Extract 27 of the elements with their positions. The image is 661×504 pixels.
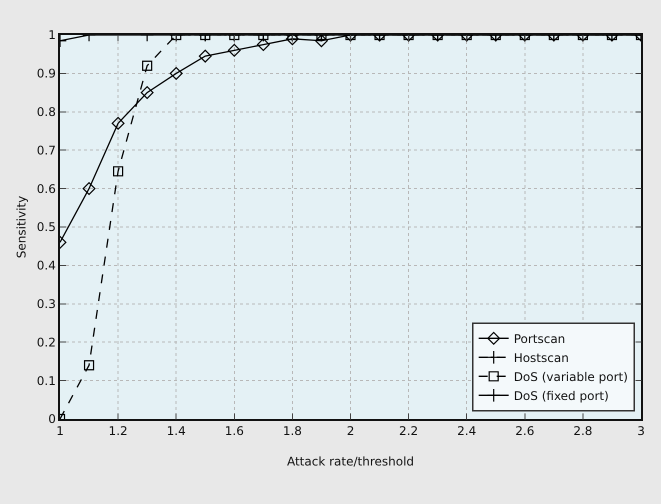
y-tick-label: 1 [48,28,56,42]
x-tick-label: 1.2 [108,424,128,438]
y-tick-label: 0.6 [36,182,56,196]
x-tick-label: 1.4 [166,424,186,438]
y-tick-label: 0.4 [36,258,56,273]
x-tick-label: 3 [637,424,645,438]
y-tick-label: 0.9 [36,66,56,81]
x-tick-label: 2.8 [573,424,592,438]
y-tick-label: 0 [48,412,56,426]
y-tick-label: 0.1 [36,374,56,388]
y-tick-label: 0.8 [36,105,56,119]
x-axis-title: Attack rate/threshold [286,454,414,468]
legend-label: DoS (fixed port) [514,389,609,403]
x-tick-label: 2.6 [515,424,534,438]
legend-label: Portscan [514,332,566,346]
y-tick-label: 0.5 [36,220,56,234]
legend-label: Hostscan [514,351,569,365]
y-tick-label: 0.7 [36,143,56,158]
x-tick-label: 2.2 [399,424,418,438]
legend-label: DoS (variable port) [514,370,628,384]
x-tick-label: 1.6 [224,424,244,438]
x-tick-label: 2 [346,424,354,438]
x-tick-label: 1.8 [282,424,302,438]
y-axis-title: Sensitivity [14,196,28,258]
x-tick-label: 2.4 [457,424,476,438]
y-tick-label: 0.2 [36,335,56,350]
y-tick-label: 0.3 [36,297,56,311]
